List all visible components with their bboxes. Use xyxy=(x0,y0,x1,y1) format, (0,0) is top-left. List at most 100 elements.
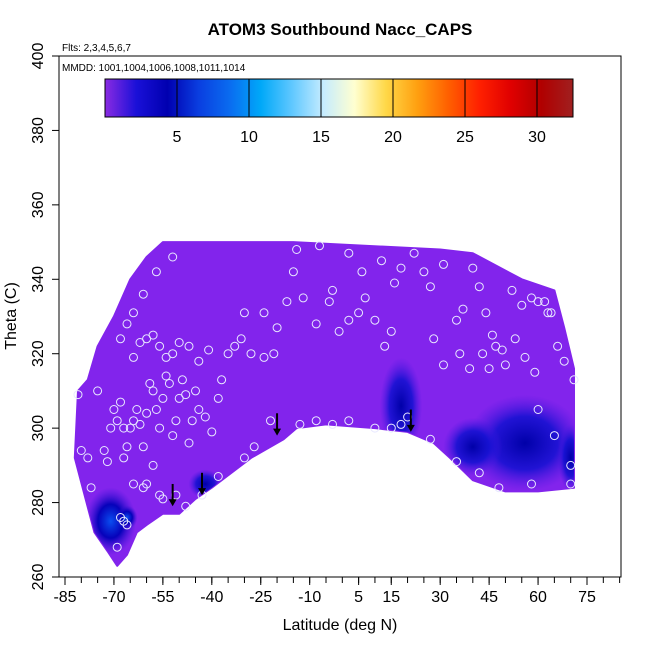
sample-point xyxy=(566,479,576,489)
sample-point xyxy=(465,364,475,374)
sample-point xyxy=(553,341,563,351)
sample-point xyxy=(161,352,171,362)
sample-point xyxy=(239,453,249,463)
sample-point xyxy=(177,375,187,385)
sample-point xyxy=(138,289,148,299)
sample-point xyxy=(142,479,152,489)
sample-point xyxy=(122,319,132,329)
sample-point xyxy=(540,297,550,307)
y-tick-label: 260 xyxy=(30,564,47,591)
sample-point xyxy=(246,349,256,359)
sample-point xyxy=(168,431,178,441)
sample-point xyxy=(396,263,406,273)
sample-point xyxy=(357,267,367,277)
arrow-head xyxy=(198,488,207,496)
sample-point xyxy=(370,423,380,433)
sample-point xyxy=(116,397,125,407)
x-tick-label: 15 xyxy=(382,589,400,606)
sample-point xyxy=(204,345,214,355)
colorbar-tick-label: 25 xyxy=(456,129,474,146)
sample-point xyxy=(487,330,497,340)
colorbar-fill xyxy=(104,78,574,118)
sample-point xyxy=(328,285,337,295)
sample-point xyxy=(390,278,399,288)
sample-point xyxy=(491,341,501,351)
colorbar-tick-label: 10 xyxy=(240,129,258,146)
sample-point xyxy=(145,379,155,388)
y-tick-label: 300 xyxy=(30,415,47,442)
sample-point xyxy=(148,386,158,396)
sample-point xyxy=(122,442,132,452)
sample-point xyxy=(533,405,543,414)
sample-point xyxy=(223,349,233,359)
y-tick-label: 320 xyxy=(30,340,47,367)
x-tick-label: 5 xyxy=(354,589,363,606)
x-tick-label: 75 xyxy=(578,589,596,606)
x-tick-label: 30 xyxy=(431,589,449,606)
sample-point xyxy=(409,248,419,258)
sample-point xyxy=(380,341,390,351)
sample-point xyxy=(500,360,510,370)
sample-point xyxy=(236,334,246,344)
sample-point xyxy=(272,323,282,333)
sample-point xyxy=(138,442,148,452)
down-arrow xyxy=(406,409,415,432)
sample-point xyxy=(266,416,275,426)
sample-point xyxy=(386,423,396,433)
arrow-head xyxy=(406,424,415,432)
enhanced-regions xyxy=(85,357,575,556)
sample-point xyxy=(135,338,145,347)
sample-point xyxy=(452,315,461,325)
colorbar-tick-label: 15 xyxy=(312,129,330,146)
enhanced-region xyxy=(379,357,423,455)
sample-point xyxy=(194,405,204,414)
sample-point xyxy=(311,319,321,329)
y-axis-label: Theta (C) xyxy=(3,282,20,350)
sample-point xyxy=(419,267,429,277)
sample-point xyxy=(239,308,249,318)
sample-point xyxy=(468,263,478,273)
sample-point xyxy=(102,457,112,467)
sample-point xyxy=(112,542,122,552)
sample-point xyxy=(288,267,298,277)
arrow-head xyxy=(168,499,177,507)
sample-point xyxy=(425,434,435,444)
plot-frame xyxy=(58,55,622,578)
dates-subtitle: MMDD: 1001,1004,1006,1008,1011,1014 xyxy=(62,63,246,74)
sample-point xyxy=(530,367,540,377)
sample-point xyxy=(168,349,178,359)
sample-point xyxy=(546,308,556,318)
colorbar-ticks: 5 10 15 20 25 30 xyxy=(173,79,546,146)
flights-subtitle: Flts: 2,3,4,5,6,7 xyxy=(62,43,131,54)
sample-point xyxy=(259,352,269,362)
sample-point xyxy=(112,416,122,426)
sample-point xyxy=(155,423,165,433)
sample-point xyxy=(116,334,125,344)
sample-point xyxy=(507,285,517,295)
chart-title: ATOM3 Southbound Nacc_CAPS xyxy=(208,20,473,39)
sample-point xyxy=(249,442,259,452)
sample-point xyxy=(566,460,576,470)
sample-point xyxy=(125,423,135,433)
sample-point xyxy=(334,326,344,336)
colorbar: 5 10 15 20 25 30 xyxy=(104,78,574,146)
sample-point xyxy=(151,267,161,277)
sample-point xyxy=(184,438,194,448)
sample-point xyxy=(135,419,145,429)
sample-point xyxy=(184,341,194,351)
sample-point xyxy=(76,446,86,455)
sample-point xyxy=(230,341,240,351)
sample-point xyxy=(549,431,559,441)
sample-point xyxy=(295,419,305,429)
sample-point xyxy=(171,416,181,426)
arrow-head xyxy=(273,428,282,436)
enhanced-region xyxy=(443,417,503,476)
down-arrow xyxy=(168,483,177,507)
sample-point xyxy=(298,293,308,303)
sample-point xyxy=(292,245,302,254)
sample-point xyxy=(425,282,435,292)
sample-point xyxy=(344,248,354,258)
sample-point xyxy=(181,501,191,511)
sample-point xyxy=(559,356,569,366)
